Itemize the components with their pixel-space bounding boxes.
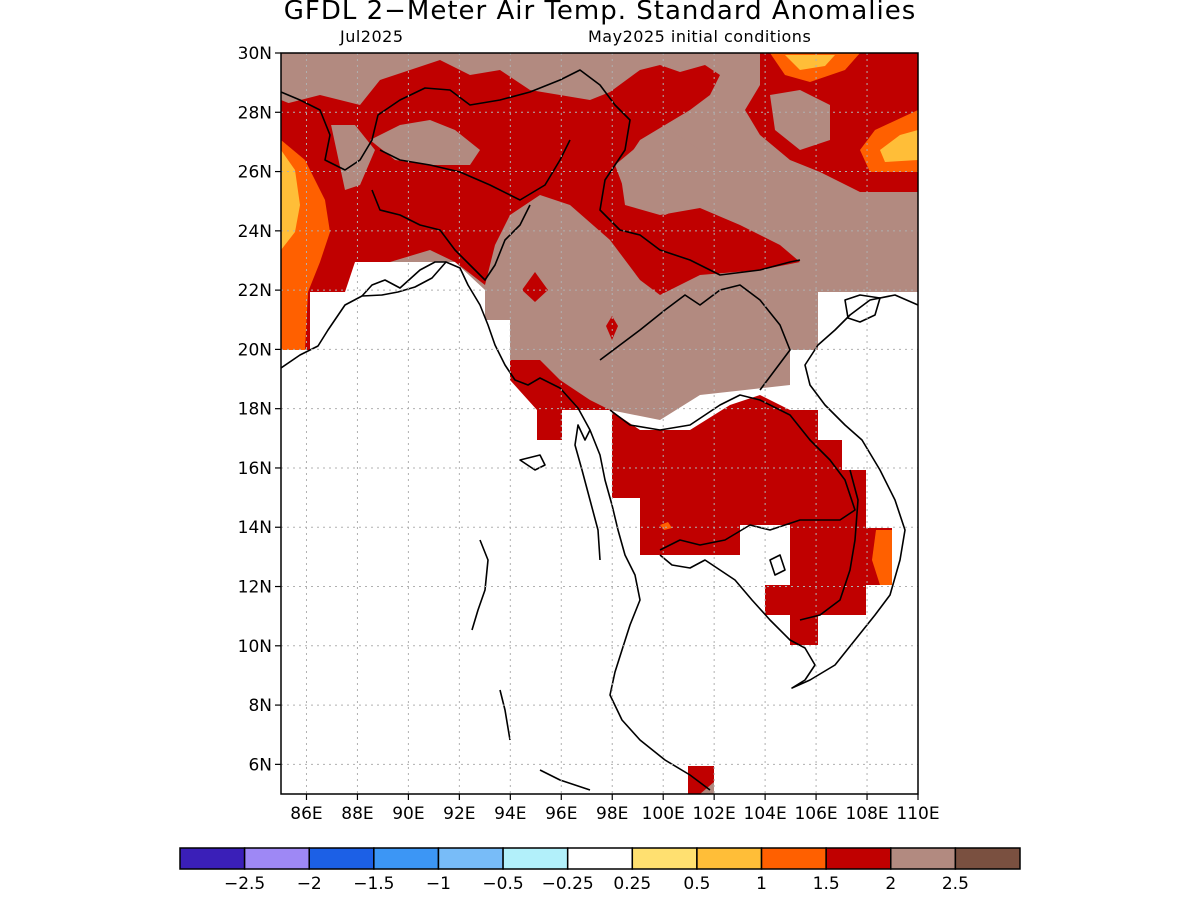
lat-tick-label: 10N: [238, 637, 272, 657]
anomaly-region-1-5-to-2-small-north: [522, 272, 548, 302]
lon-tick-label: 94E: [494, 804, 526, 824]
colorbar-swatch: [631, 847, 698, 870]
initial-conditions: May2025 initial conditions: [588, 27, 812, 46]
anomaly-region-above-2-hole-d: [770, 90, 830, 150]
lat-tick-label: 26N: [238, 163, 272, 183]
anomaly-region-1-5-to-2-small-center: [606, 316, 618, 340]
colorbar-label: 2: [885, 874, 896, 894]
lon-tick-label: 108E: [845, 804, 888, 824]
lat-tick-label: 28N: [238, 103, 272, 123]
anomaly-region-above-2-hole-c: [615, 130, 700, 215]
lon-tick-label: 96E: [545, 804, 577, 824]
anomaly-region-above-2-hole-b: [370, 120, 480, 165]
axis-ticks: [275, 52, 919, 800]
anomaly-field: [281, 53, 918, 794]
lat-tick-label: 16N: [238, 459, 272, 479]
colorbar-label: 1: [756, 874, 767, 894]
lat-tick-label: 6N: [248, 755, 272, 775]
latitude-axis: 30N 28N 26N 24N 22N 20N 18N 16N 14N 12N 10N 8N 6N: [238, 44, 272, 775]
colorbar-swatch: [437, 847, 504, 870]
longitude-axis: 86E 88E 90E 92E 94E 96E 98E 100E 102E 104E 106E 108…: [290, 804, 939, 824]
colorbar-swatch: [308, 847, 375, 870]
lon-tick-label: 92E: [443, 804, 475, 824]
anomaly-region-1-5-to-2-south: [510, 360, 866, 645]
page-title: GFDL 2−Meter Air Temp. Standard Anomalie…: [283, 0, 917, 26]
anomaly-region-0-5-to-1-west: [281, 150, 300, 250]
lon-tick-label: 86E: [290, 804, 322, 824]
colorbar-labels: −2.5 −2 −1.5 −1 −0.5 −0.25 0.25 0.5 1 1.5 2 2.5: [224, 874, 969, 894]
lon-tick-label: 106E: [794, 804, 837, 824]
forecast-month: Jul2025: [340, 27, 404, 46]
anomaly-region-0-5-to-1-ne-top: [785, 55, 835, 70]
colorbar-swatch: [566, 847, 634, 870]
colorbar-label: −1: [426, 874, 451, 894]
lon-tick-label: 90E: [392, 804, 424, 824]
lon-tick-label: 100E: [642, 804, 685, 824]
colorbar-swatch: [954, 847, 1021, 870]
lon-tick-label: 98E: [596, 804, 628, 824]
lat-tick-label: 24N: [238, 222, 272, 242]
colorbar: [179, 847, 1021, 870]
colorbar-label: −2.5: [224, 874, 265, 894]
colorbar-swatch: [373, 847, 440, 870]
coastlines-borders: [281, 69, 918, 791]
lat-tick-label: 14N: [238, 518, 272, 538]
colorbar-swatch: [696, 847, 763, 870]
map-frame: [280, 52, 919, 795]
lat-tick-label: 12N: [238, 578, 272, 598]
colorbar-swatch: [825, 847, 892, 870]
colorbar-label: 0.5: [683, 874, 710, 894]
colorbar-swatch: [502, 847, 569, 870]
anomaly-region-0-5-to-1-ne-right: [880, 130, 918, 162]
lat-tick-label: 30N: [238, 44, 272, 64]
lon-tick-label: 110E: [896, 804, 939, 824]
lat-tick-label: 20N: [238, 340, 272, 360]
colorbar-label: −2: [297, 874, 322, 894]
anomaly-region-1-5-to-2-far-south: [688, 766, 714, 794]
lon-tick-label: 104E: [744, 804, 787, 824]
lat-tick-label: 22N: [238, 281, 272, 301]
lat-tick-label: 18N: [238, 400, 272, 420]
colorbar-swatch: [179, 847, 246, 870]
graticule: [281, 52, 919, 794]
lat-tick-label: 8N: [248, 696, 272, 716]
colorbar-label: 1.5: [813, 874, 840, 894]
anomaly-region-1-5-to-2-north: [281, 60, 800, 295]
colorbar-label: 2.5: [942, 874, 969, 894]
anomaly-region-1-to-1-5-coast-east: [872, 530, 892, 585]
colorbar-label: −0.25: [542, 874, 594, 894]
colorbar-swatch: [243, 847, 310, 870]
colorbar-label: −0.5: [482, 874, 523, 894]
colorbar-label: 0.25: [613, 874, 651, 894]
colorbar-label: −1.5: [353, 874, 394, 894]
colorbar-swatch: [890, 847, 957, 870]
lon-tick-label: 88E: [341, 804, 373, 824]
colorbar-swatch: [760, 847, 827, 870]
lon-tick-label: 102E: [693, 804, 736, 824]
